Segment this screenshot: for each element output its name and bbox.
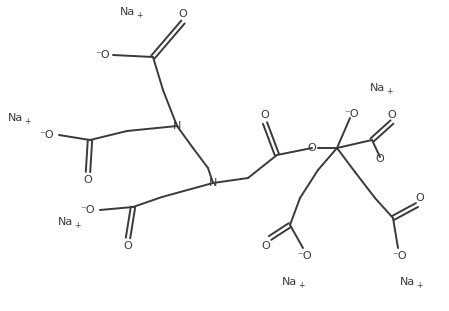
- Text: O: O: [123, 241, 132, 251]
- Text: +: +: [74, 221, 80, 230]
- Text: Na: Na: [370, 83, 385, 93]
- Text: O: O: [260, 110, 269, 120]
- Text: N: N: [209, 178, 217, 188]
- Text: O: O: [416, 193, 424, 203]
- Text: +: +: [386, 87, 392, 96]
- Text: ⁻O: ⁻O: [81, 205, 95, 215]
- Text: Na: Na: [400, 277, 415, 287]
- Text: O: O: [262, 241, 270, 251]
- Text: O: O: [376, 154, 384, 164]
- Text: N: N: [173, 121, 181, 131]
- Text: O: O: [179, 9, 187, 19]
- Text: +: +: [298, 281, 304, 290]
- Text: +: +: [416, 281, 423, 290]
- Text: Na: Na: [282, 277, 297, 287]
- Text: +: +: [136, 12, 142, 21]
- Text: O: O: [84, 175, 92, 185]
- Text: ⁻O: ⁻O: [96, 50, 110, 60]
- Text: Na: Na: [8, 113, 23, 123]
- Text: ⁻O: ⁻O: [393, 251, 407, 261]
- Text: O: O: [387, 110, 396, 120]
- Text: ⁻O: ⁻O: [40, 130, 54, 140]
- Text: O: O: [308, 143, 317, 153]
- Text: Na: Na: [120, 7, 135, 17]
- Text: ⁻O: ⁻O: [298, 251, 313, 261]
- Text: Na: Na: [58, 217, 73, 227]
- Text: +: +: [24, 118, 31, 127]
- Text: ⁻O: ⁻O: [345, 109, 359, 119]
